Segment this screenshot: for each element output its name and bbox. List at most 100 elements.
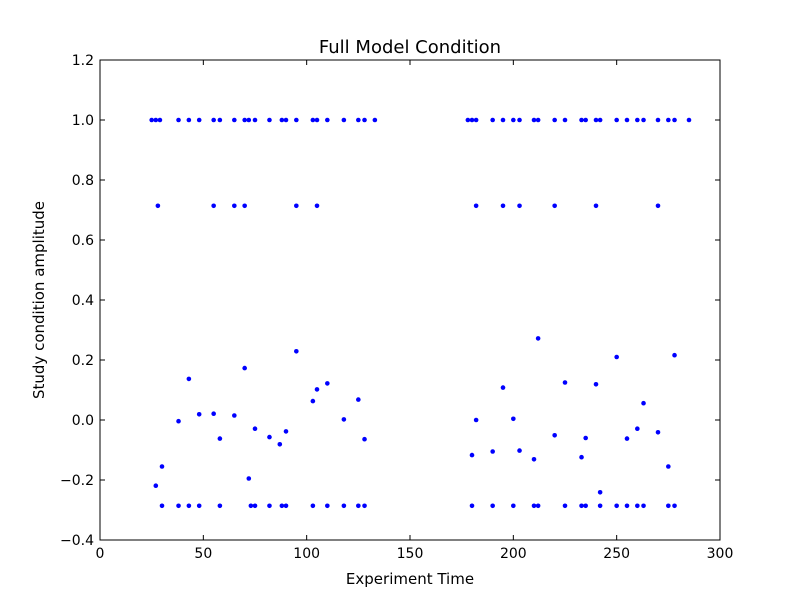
- data-point: [176, 117, 181, 123]
- data-point: [217, 436, 223, 441]
- data-point: [211, 411, 216, 417]
- x-axis-title: Experiment Time: [346, 570, 474, 588]
- data-point: [246, 476, 252, 481]
- data-point: [531, 457, 537, 462]
- data-point: [535, 336, 541, 341]
- data-point: [473, 203, 479, 209]
- data-point: [562, 117, 568, 123]
- data-point: [196, 503, 202, 509]
- y-tick-label: −0.4: [60, 533, 94, 549]
- data-point: [517, 203, 522, 209]
- data-point: [511, 503, 516, 509]
- y-axis-title: Study condition amplitude: [30, 201, 48, 399]
- data-point: [356, 503, 361, 509]
- data-point: [252, 426, 258, 432]
- data-point: [196, 412, 202, 417]
- y-tick-label: 0.8: [72, 173, 94, 189]
- data-point: [279, 503, 285, 509]
- data-point: [232, 117, 237, 123]
- data-point: [624, 436, 630, 441]
- data-point: [624, 503, 630, 509]
- data-point: [635, 117, 640, 123]
- data-point: [593, 203, 599, 209]
- data-point: [252, 503, 258, 509]
- data-point: [490, 503, 495, 509]
- x-tick-label: 50: [194, 546, 212, 562]
- data-point: [511, 416, 516, 422]
- data-point: [641, 400, 646, 406]
- axis-ticks: 0 50 100 150 200 250 300 −0.4 −0.2 0.0 0.2 0.4 0.6 0.…: [60, 53, 733, 562]
- data-point: [597, 117, 603, 123]
- y-tick-label: −0.2: [60, 473, 94, 489]
- data-point: [356, 397, 361, 402]
- data-point: [500, 117, 506, 123]
- data-point: [562, 503, 568, 509]
- data-point: [362, 117, 367, 123]
- data-point: [277, 442, 283, 447]
- y-tick-label: 1.0: [72, 113, 94, 129]
- data-point: [314, 117, 320, 123]
- data-point: [531, 117, 537, 123]
- data-point: [267, 503, 272, 509]
- data-point: [246, 117, 252, 123]
- data-point: [248, 503, 254, 509]
- data-point: [153, 483, 159, 489]
- data-point: [655, 203, 661, 209]
- data-point: [666, 117, 671, 123]
- data-point: [252, 117, 258, 123]
- data-point: [624, 117, 630, 123]
- data-point: [672, 117, 677, 123]
- data-point: [155, 203, 161, 209]
- data-point: [176, 503, 181, 509]
- data-point: [242, 203, 247, 209]
- data-point: [232, 203, 237, 209]
- data-point: [325, 117, 330, 123]
- data-point: [283, 429, 289, 434]
- x-tick-label: 100: [293, 546, 320, 562]
- data-point: [465, 117, 471, 123]
- data-point: [469, 117, 475, 123]
- data-point: [552, 203, 557, 209]
- data-point: [579, 503, 584, 509]
- data-point: [153, 117, 159, 123]
- x-tick-label: 250: [603, 546, 630, 562]
- y-tick-label: 0.0: [72, 413, 94, 429]
- data-point: [552, 117, 557, 123]
- data-point: [666, 464, 671, 469]
- data-point: [579, 454, 584, 460]
- data-point: [362, 436, 367, 442]
- data-point: [217, 503, 223, 509]
- data-point: [149, 117, 154, 123]
- data-point: [517, 448, 522, 453]
- data-points: [149, 117, 692, 509]
- data-point: [217, 117, 223, 123]
- data-point: [593, 382, 599, 387]
- data-point: [159, 464, 165, 469]
- data-point: [294, 349, 299, 354]
- data-point: [314, 203, 320, 209]
- data-point: [552, 433, 557, 438]
- chart-title: Full Model Condition: [319, 37, 501, 58]
- data-point: [635, 503, 640, 509]
- data-point: [597, 490, 603, 495]
- y-tick-label: 0.6: [72, 233, 94, 249]
- data-point: [294, 117, 299, 123]
- data-point: [469, 452, 475, 458]
- data-point: [500, 385, 506, 390]
- data-point: [597, 503, 603, 509]
- data-point: [614, 503, 619, 509]
- data-point: [242, 365, 247, 371]
- data-point: [473, 117, 479, 123]
- data-point: [186, 376, 192, 382]
- data-point: [490, 449, 495, 454]
- data-point: [614, 117, 619, 123]
- data-point: [562, 380, 568, 385]
- x-tick-label: 150: [397, 546, 424, 562]
- x-tick-label: 0: [96, 546, 105, 562]
- data-point: [325, 381, 330, 386]
- data-point: [267, 434, 272, 440]
- data-point: [341, 503, 347, 509]
- data-point: [583, 435, 588, 441]
- data-point: [341, 417, 347, 422]
